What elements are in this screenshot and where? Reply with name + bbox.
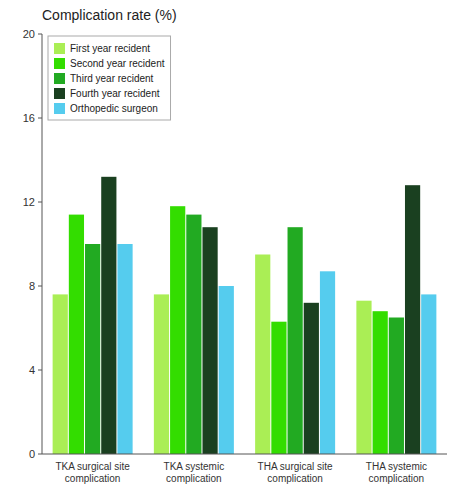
y-tick-label: 16 <box>23 112 35 124</box>
legend-box <box>48 36 171 120</box>
bar <box>219 286 234 454</box>
x-tick-label: TKA systemiccomplication <box>164 461 225 484</box>
bar <box>421 294 436 454</box>
y-tick <box>38 370 42 371</box>
title: Complication rate (%) <box>42 7 177 23</box>
legend-label: Second year recident <box>70 58 165 69</box>
bar <box>405 185 420 454</box>
x-tick-label: THA systemiccomplication <box>366 461 427 484</box>
y-tick <box>38 202 42 203</box>
legend-label: Third year recident <box>70 73 154 84</box>
legend-swatch <box>54 88 65 99</box>
y-tick <box>38 454 42 455</box>
legend-swatch <box>54 43 65 54</box>
legend-label: First year recident <box>70 43 150 54</box>
bar <box>356 301 371 454</box>
bars <box>53 177 437 454</box>
bar <box>271 322 286 454</box>
bar <box>373 311 388 454</box>
y-tick <box>38 118 42 119</box>
bar <box>389 318 404 455</box>
y-tick-label: 4 <box>29 364 35 376</box>
bar <box>170 206 185 454</box>
y-tick <box>38 286 42 287</box>
legend-swatch <box>54 73 65 84</box>
bar <box>255 255 270 455</box>
chart: Complication rate (%) 0 4 8 12 16 20 TKA surgic… <box>0 0 459 500</box>
legend-label: Orthopedic surgeon <box>70 103 158 114</box>
y-tick <box>38 34 42 35</box>
y-tick-label: 12 <box>23 196 35 208</box>
x-axis-line <box>42 454 447 455</box>
bar <box>85 244 100 454</box>
bar <box>186 215 201 454</box>
y-tick-label: 0 <box>29 448 35 460</box>
bar <box>53 294 68 454</box>
legend-swatch <box>54 58 65 69</box>
chart-container: Complication rate (%) 0 4 8 12 16 20 TKA surgic… <box>0 0 459 500</box>
bar <box>117 244 132 454</box>
bar <box>69 215 84 454</box>
bar <box>154 294 169 454</box>
x-tick-label: TKA surgical sitecomplication <box>55 461 130 484</box>
legend-swatch <box>54 103 65 114</box>
bar <box>101 177 116 454</box>
bar <box>288 227 303 454</box>
y-tick-label: 8 <box>29 280 35 292</box>
legend: First year recident Second year recident T… <box>48 36 171 120</box>
y-tick-label: 20 <box>23 28 35 40</box>
legend-label: Fourth year recident <box>70 88 160 99</box>
bar <box>304 303 319 454</box>
bar <box>202 227 217 454</box>
x-tick-label: THA surgical sitecomplication <box>258 461 333 484</box>
y-axis-line <box>42 34 43 454</box>
bar <box>320 271 335 454</box>
